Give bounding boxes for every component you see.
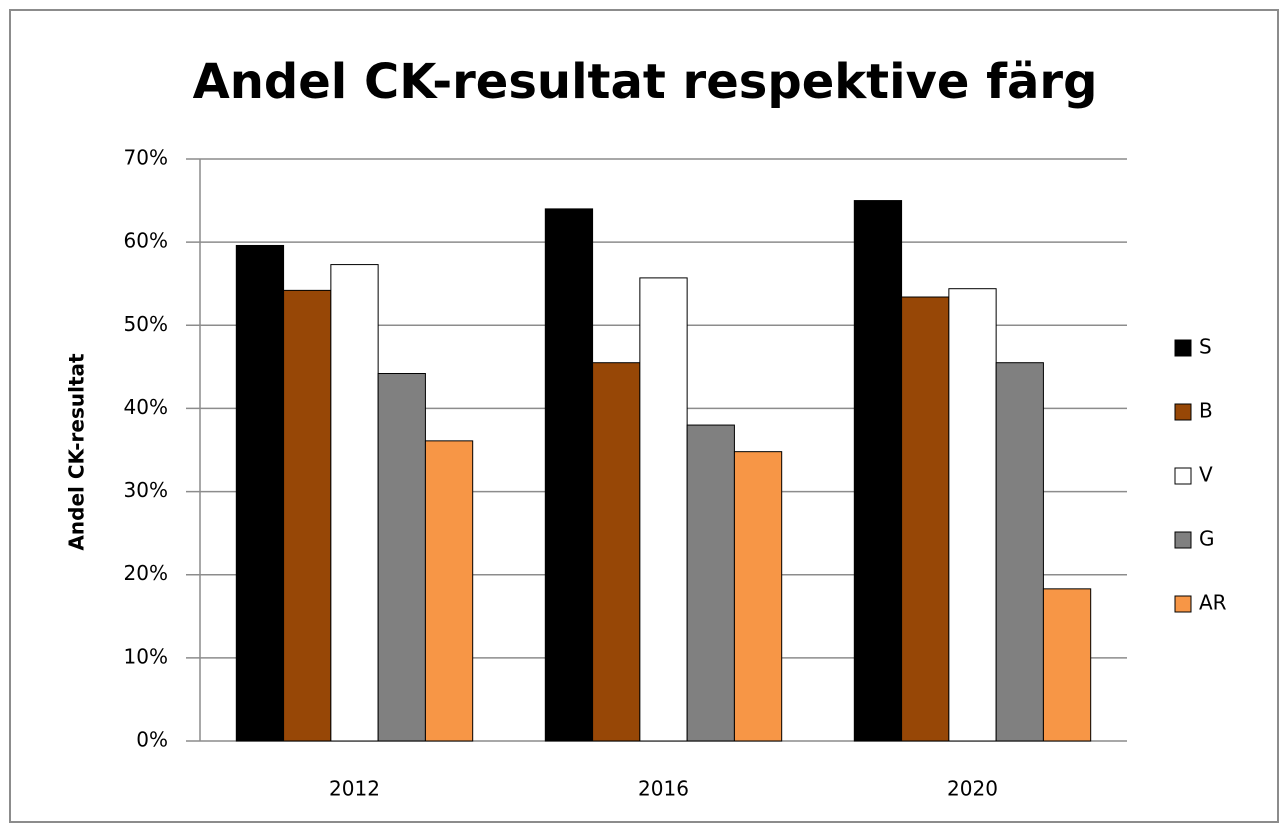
bar xyxy=(544,208,594,742)
y-tick-label: 30% xyxy=(124,478,168,502)
legend-swatch xyxy=(1174,595,1192,613)
bar xyxy=(592,362,641,742)
legend-swatch xyxy=(1174,531,1192,549)
legend-swatch xyxy=(1174,467,1192,485)
bar xyxy=(235,244,285,742)
bar xyxy=(733,451,783,742)
x-tick-label: 2020 xyxy=(947,777,998,801)
y-tick-label: 0% xyxy=(136,728,168,752)
y-tick-label: 20% xyxy=(124,561,168,585)
bar xyxy=(901,296,950,742)
bar xyxy=(377,373,426,742)
bar xyxy=(283,289,332,742)
bar xyxy=(853,200,903,742)
legend-label: AR xyxy=(1199,591,1227,615)
x-tick-label: 2012 xyxy=(329,777,380,801)
y-tick-label: 60% xyxy=(124,229,168,253)
legend-swatch xyxy=(1174,403,1192,421)
y-tick-label: 50% xyxy=(124,312,168,336)
y-tick-label: 40% xyxy=(124,395,168,419)
bar xyxy=(995,362,1044,742)
bar xyxy=(948,288,997,742)
legend-label: S xyxy=(1199,335,1212,359)
y-tick-label: 10% xyxy=(124,644,168,668)
chart-title: Andel CK-resultat respektive färg xyxy=(193,54,1098,110)
legend-label: G xyxy=(1199,527,1215,551)
bar xyxy=(1042,588,1092,742)
legend-swatch xyxy=(1174,339,1192,357)
bar xyxy=(686,424,735,742)
bar xyxy=(639,277,688,742)
x-tick-label: 2016 xyxy=(638,777,689,801)
legend-label: V xyxy=(1199,463,1213,487)
bar xyxy=(424,440,474,742)
y-tick-label: 70% xyxy=(124,146,168,170)
bar xyxy=(330,264,379,742)
legend-label: B xyxy=(1199,399,1213,423)
y-axis-label: Andel CK-resultat xyxy=(65,353,89,551)
